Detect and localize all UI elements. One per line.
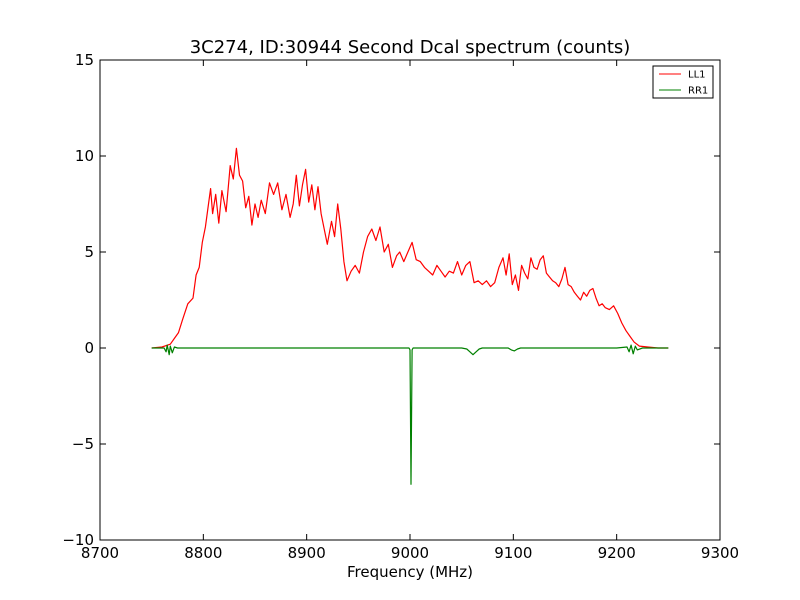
y-tick-label: −5 bbox=[72, 435, 94, 453]
x-tick-label: 9000 bbox=[391, 544, 429, 562]
plot-frame bbox=[99, 59, 721, 541]
y-tick-label: 10 bbox=[75, 147, 94, 165]
y-tick-label: −10 bbox=[62, 531, 94, 549]
series-line-rr1 bbox=[151, 344, 669, 485]
series-line-ll1 bbox=[151, 147, 669, 349]
y-tick-label: 0 bbox=[84, 339, 94, 357]
chart-title: 3C274, ID:30944 Second Dcal spectrum (co… bbox=[190, 37, 631, 58]
y-tick-label: 15 bbox=[75, 51, 94, 69]
series-layer bbox=[151, 147, 669, 485]
x-axis-label: Frequency (MHz) bbox=[347, 563, 473, 581]
legend-label-rr1: RR1 bbox=[688, 86, 708, 97]
y-tick-label: 5 bbox=[84, 243, 94, 261]
x-tick-label: 9100 bbox=[494, 544, 532, 562]
x-tick-label: 9200 bbox=[598, 544, 636, 562]
x-tick-label: 8900 bbox=[288, 544, 326, 562]
y-axis: −10 −5 0 5 10 15 bbox=[62, 51, 720, 549]
x-tick-label: 8700 bbox=[81, 544, 119, 562]
x-axis: 8700 8800 8900 9000 9100 9200 9300 bbox=[81, 60, 739, 562]
legend: LL1 RR1 bbox=[652, 65, 714, 99]
legend-box bbox=[652, 65, 714, 99]
legend-label-ll1: LL1 bbox=[688, 70, 706, 81]
x-tick-label: 9300 bbox=[701, 544, 739, 562]
x-tick-label: 8800 bbox=[184, 544, 222, 562]
